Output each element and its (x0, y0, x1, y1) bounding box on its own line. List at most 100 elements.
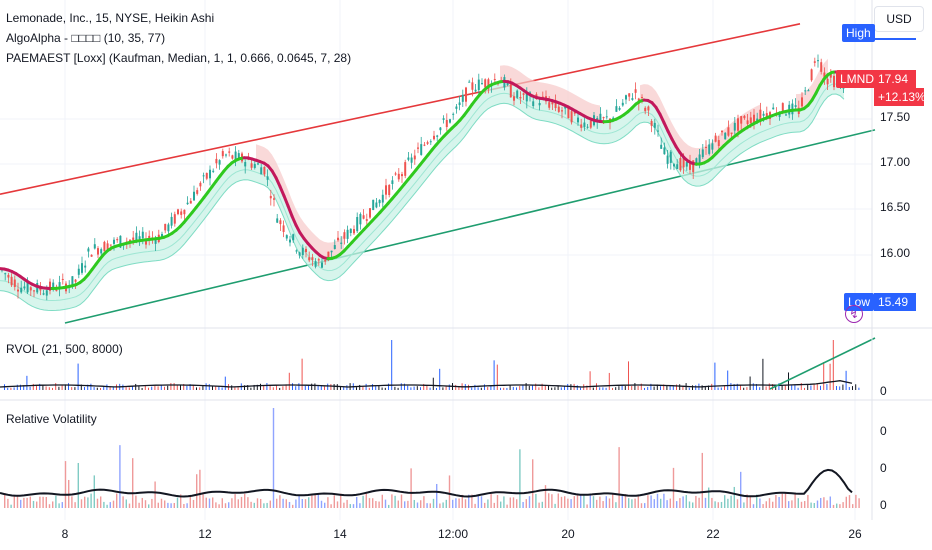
bearish-zone (256, 144, 344, 259)
relvol-bar (298, 495, 300, 508)
relvol-bar (55, 495, 57, 508)
rvol-bar (548, 385, 549, 390)
relvol-bar (749, 496, 751, 508)
relvol-bar (727, 498, 729, 508)
candle-body (237, 153, 240, 160)
relvol-bar (759, 498, 761, 508)
candle-body (417, 147, 419, 149)
candle-body (381, 194, 384, 203)
relvol-bar (20, 499, 22, 508)
rvol-bar (503, 387, 505, 390)
price-tick: 17.50 (880, 110, 911, 124)
relvol-bar (244, 493, 246, 508)
relvol-bar (93, 475, 95, 508)
lightning-icon[interactable]: ↯ (845, 305, 863, 323)
rvol-bar (823, 362, 825, 390)
candle-body (685, 162, 688, 167)
rvol-bar (52, 387, 53, 390)
relvol-bar (282, 498, 284, 508)
candle-body (234, 151, 237, 160)
relvol-bar (327, 497, 329, 508)
time-tick: 14 (333, 527, 347, 541)
symbol-legend[interactable]: Lemonade, Inc., 15, NYSE, Heikin Ashi (6, 11, 215, 25)
relvol-bar (733, 486, 735, 508)
relvol-bar (164, 500, 166, 508)
relvol-label[interactable]: Relative Volatility (6, 412, 97, 426)
relvol-bar (720, 501, 723, 508)
rvol-bar (224, 376, 226, 390)
candle-body (231, 155, 234, 159)
candle-body (225, 154, 227, 156)
relvol-bar (490, 494, 492, 508)
rvol-bar (64, 384, 66, 390)
candle-body (420, 144, 423, 155)
relvol-bar (634, 498, 636, 508)
rvol-label[interactable]: RVOL (21, 500, 8000) (6, 342, 123, 356)
rvol-bar (234, 387, 236, 390)
relvol-bar (308, 497, 310, 508)
rvol-bar (250, 387, 252, 390)
candle-body (97, 248, 99, 255)
relvol-bar (586, 504, 588, 508)
candle-body (39, 287, 42, 291)
candle-body (538, 102, 541, 106)
relvol-bar (452, 499, 454, 508)
time-tick: 8 (61, 527, 69, 541)
rvol-bar (359, 384, 361, 390)
rvol-bar (298, 383, 300, 390)
relvol-bar (410, 468, 412, 508)
indicator-legend-algoalpha[interactable]: AlgoAlpha - □□□□ (10, 35, 77) (6, 31, 166, 45)
candle-body (730, 132, 733, 134)
candle-body (84, 265, 87, 268)
relvol-bar (381, 494, 383, 508)
rvol-bar (496, 364, 498, 390)
rvol-bar (439, 368, 441, 390)
rvol-bar (7, 387, 9, 390)
rvol-bar (688, 387, 690, 390)
candle-body (148, 235, 151, 240)
relvol-bar (48, 504, 51, 508)
relvol-bar (148, 504, 150, 508)
rvol-bar (32, 383, 34, 390)
relvol-bar (7, 498, 9, 508)
relvol-bar (23, 497, 25, 508)
bearish-zone (796, 58, 828, 111)
relvol-bar (762, 504, 764, 508)
rvol-bar (615, 387, 617, 390)
relvol-bar (800, 501, 803, 508)
candle-body (205, 173, 208, 179)
candle-body (506, 81, 509, 86)
rvol-bar (276, 385, 277, 390)
rvol-bar (852, 386, 853, 390)
rvol-bar (580, 387, 581, 390)
rvol-bar (692, 385, 693, 390)
relvol-bar (356, 496, 358, 508)
relvol-bar (685, 495, 687, 508)
trend-segment (290, 214, 298, 227)
candle-body (317, 259, 320, 261)
time-tick: 12:00 (437, 527, 469, 541)
candle-body (695, 158, 698, 166)
rvol-bar (247, 385, 249, 390)
relvol-bar (151, 498, 153, 508)
currency-button[interactable]: USD (874, 6, 924, 32)
rvol-bar (810, 385, 812, 390)
candle-body (717, 140, 720, 146)
candle-body (90, 254, 93, 257)
rvol-bar (797, 387, 799, 390)
relvol-bar (103, 501, 105, 508)
relvol-bar (42, 496, 44, 508)
rvol-bar (775, 385, 777, 390)
rvol-bar (346, 385, 348, 390)
candle-body (321, 262, 323, 268)
relvol-bar (58, 503, 60, 508)
candle-body (452, 113, 455, 115)
indicator-legend-paemaest[interactable]: PAEMAEST [Loxx] (Kaufman, Median, 1, 1, … (6, 51, 352, 65)
relvol-bar (16, 495, 19, 508)
candle-body (429, 141, 432, 143)
candle-body (26, 280, 29, 293)
relvol-bar (311, 495, 313, 508)
rvol-bar (84, 387, 85, 390)
rvol-bar (400, 383, 402, 390)
rvol-bar (167, 385, 169, 390)
